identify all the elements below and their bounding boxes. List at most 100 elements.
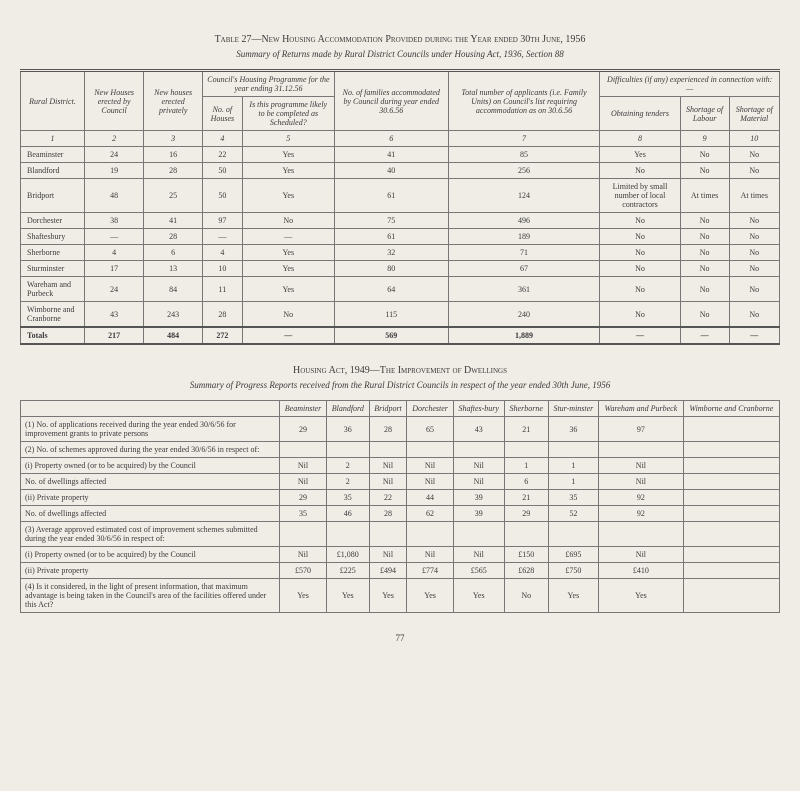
table-cell: Yes	[242, 163, 334, 179]
table-cell: £410	[599, 563, 684, 579]
table-cell: 4	[84, 245, 143, 261]
table-cell	[683, 458, 779, 474]
table-cell: 256	[448, 163, 600, 179]
table-cell: 36	[327, 417, 370, 442]
table-row: Bridport482550Yes61124Limited by small n…	[21, 179, 780, 213]
col-labour: Shortage of Labour	[680, 97, 729, 131]
table-cell: Yes	[242, 277, 334, 302]
table-row: (1) No. of applications received during …	[21, 417, 780, 442]
table-cell: £565	[453, 563, 504, 579]
table-cell	[453, 442, 504, 458]
table-cell: 16	[144, 147, 203, 163]
totals-cell: —	[600, 327, 680, 344]
table-cell: Yes	[407, 579, 453, 613]
row-label: No. of dwellings affected	[21, 506, 280, 522]
table-cell: 6	[504, 474, 548, 490]
colnum-8: 8	[600, 131, 680, 147]
table-cell: £570	[280, 563, 327, 579]
table-cell: 361	[448, 277, 600, 302]
table-cell: Wimborne and Cranborne	[21, 302, 85, 328]
table-cell	[280, 522, 327, 547]
row-label: (2) No. of schemes approved during the y…	[21, 442, 280, 458]
table-cell: No	[242, 213, 334, 229]
table-cell: 41	[144, 213, 203, 229]
totals-cell: 217	[84, 327, 143, 344]
table2-caption: Housing Act, 1949—The Improvement of Dwe…	[20, 365, 780, 376]
table-cell: Nil	[280, 547, 327, 563]
col-difficulties-group: Difficulties (if any) experienced in con…	[600, 71, 780, 97]
table-cell: 43	[84, 302, 143, 328]
table-cell: 1	[548, 474, 599, 490]
table-cell: Nil	[280, 474, 327, 490]
colnum-10: 10	[729, 131, 779, 147]
t2-col: Wimborne and Cranborne	[683, 401, 779, 417]
col-new-council: New Houses erected by Council	[84, 71, 143, 131]
t2-col: Beaminster	[280, 401, 327, 417]
table-cell: No	[729, 229, 779, 245]
table-cell: 50	[203, 163, 243, 179]
row-label: (4) Is it considered, in the light of pr…	[21, 579, 280, 613]
table-row: (3) Average approved estimated cost of i…	[21, 522, 780, 547]
table-cell: 124	[448, 179, 600, 213]
table-cell: No	[729, 261, 779, 277]
table-cell: No	[242, 302, 334, 328]
table-cell: 43	[453, 417, 504, 442]
table-cell: £494	[369, 563, 407, 579]
table-cell: No	[600, 163, 680, 179]
table-cell: 6	[144, 245, 203, 261]
table-cell: Shaftesbury	[21, 229, 85, 245]
colnum-2: 2	[84, 131, 143, 147]
table-cell: £750	[548, 563, 599, 579]
table-cell: Yes	[599, 579, 684, 613]
table-cell: 32	[334, 245, 448, 261]
table2-subcaption: Summary of Progress Reports received fro…	[20, 380, 780, 390]
row-label: (ii) Private property	[21, 563, 280, 579]
table-cell: 97	[599, 417, 684, 442]
table-cell: 22	[369, 490, 407, 506]
table-cell: 21	[504, 490, 548, 506]
table27-caption: Table 27—New Housing Accommodation Provi…	[20, 34, 780, 45]
table-cell: 243	[144, 302, 203, 328]
table-cell: No	[680, 245, 729, 261]
table-cell: No	[680, 229, 729, 245]
table-cell	[683, 474, 779, 490]
table-cell: 39	[453, 506, 504, 522]
col-programme-group: Council's Housing Programme for the year…	[203, 71, 335, 97]
table-cell: Blandford	[21, 163, 85, 179]
t2-col: Wareham and Purbeck	[599, 401, 684, 417]
table-cell: 240	[448, 302, 600, 328]
table-cell: Sherborne	[21, 245, 85, 261]
table-cell: No	[680, 277, 729, 302]
table-cell: No	[680, 163, 729, 179]
table-cell: Yes	[242, 261, 334, 277]
t2-col: Sherborne	[504, 401, 548, 417]
table-cell: At times	[680, 179, 729, 213]
table-cell: Dorchester	[21, 213, 85, 229]
table-cell: 2	[327, 474, 370, 490]
table-row: Dorchester384197No75496NoNoNo	[21, 213, 780, 229]
colnum-5: 5	[242, 131, 334, 147]
table-cell: 50	[203, 179, 243, 213]
table-cell: Yes	[600, 147, 680, 163]
table-row: (4) Is it considered, in the light of pr…	[21, 579, 780, 613]
table-cell: 35	[548, 490, 599, 506]
table-cell: Beaminster	[21, 147, 85, 163]
table-row: Wareham and Purbeck248411Yes64361NoNoNo	[21, 277, 780, 302]
table-cell: 25	[144, 179, 203, 213]
table-cell: 65	[407, 417, 453, 442]
totals-cell: 1,889	[448, 327, 600, 344]
table-cell: 28	[369, 417, 407, 442]
table-cell: Yes	[242, 245, 334, 261]
table-cell: No	[680, 261, 729, 277]
table-cell: Nil	[407, 547, 453, 563]
table-row: Sturminster171310Yes8067NoNoNo	[21, 261, 780, 277]
table-cell	[369, 442, 407, 458]
colnum-9: 9	[680, 131, 729, 147]
table-cell: 39	[453, 490, 504, 506]
table-cell	[369, 522, 407, 547]
table-cell: Yes	[327, 579, 370, 613]
table-cell: Nil	[280, 458, 327, 474]
table27-subcaption: Summary of Returns made by Rural Distric…	[20, 49, 780, 59]
table-cell	[504, 442, 548, 458]
table-cell: £695	[548, 547, 599, 563]
